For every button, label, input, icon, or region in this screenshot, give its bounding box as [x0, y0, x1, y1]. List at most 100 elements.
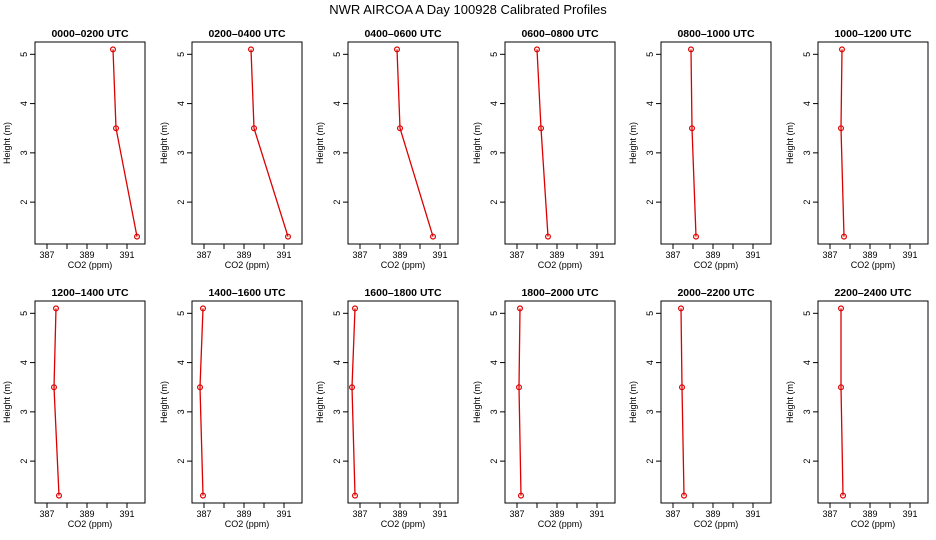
panel-5: 0800–1000 UTC 387 389 391 2 3 4 5 CO2 (ppm) Heigh… — [628, 28, 772, 270]
data-point — [52, 305, 59, 312]
x-tick-label: 389 — [79, 250, 94, 260]
x-tick-label: 389 — [705, 509, 720, 519]
x-tick-label: 391 — [432, 509, 447, 519]
y-axis-label: Height (m) — [2, 122, 12, 164]
x-tick-label: 389 — [862, 509, 877, 519]
x-axis-label: CO2 (ppm) — [225, 260, 270, 270]
y-axis-label: Height (m) — [315, 122, 325, 164]
panel-10: 1800–2000 UTC 387 389 391 2 3 4 5 CO2 (ppm) Heigh… — [472, 287, 616, 529]
x-tick-label: 389 — [705, 250, 720, 260]
data-point — [840, 233, 847, 240]
y-axis-label: Height (m) — [628, 122, 638, 164]
y-tick-label: 4 — [332, 101, 342, 106]
data-point — [517, 492, 524, 499]
data-point — [687, 46, 694, 53]
profile-line — [199, 308, 204, 496]
data-point — [533, 46, 540, 53]
x-tick-label: 387 — [822, 250, 837, 260]
plot-frame — [660, 41, 772, 245]
data-point — [692, 233, 699, 240]
y-tick-label: 2 — [645, 200, 655, 205]
x-tick-label: 391 — [902, 509, 917, 519]
x-tick-label: 391 — [589, 509, 604, 519]
data-point — [515, 384, 522, 391]
y-tick-label: 4 — [802, 360, 812, 365]
panel-title: 1400–1600 UTC — [208, 287, 285, 299]
data-point — [839, 492, 846, 499]
panel-7: 1200–1400 UTC 387 389 391 2 3 4 5 CO2 (ppm) Heigh… — [2, 287, 146, 529]
y-tick-label: 5 — [489, 311, 499, 316]
y-tick-label: 4 — [19, 101, 29, 106]
x-tick-label: 387 — [822, 509, 837, 519]
data-point — [200, 492, 207, 499]
data-point — [349, 384, 356, 391]
x-axis-label: CO2 (ppm) — [68, 260, 113, 270]
x-tick-label: 387 — [665, 250, 680, 260]
data-point — [197, 384, 204, 391]
data-point — [112, 125, 119, 132]
panel-8: 1400–1600 UTC 387 389 391 2 3 4 5 CO2 (ppm) Heigh… — [159, 287, 303, 529]
y-tick-label: 4 — [802, 101, 812, 106]
x-tick-label: 391 — [745, 250, 760, 260]
data-point — [109, 46, 116, 53]
plot-frame — [191, 300, 303, 504]
data-point — [134, 233, 141, 240]
y-axis-label: Height (m) — [628, 381, 638, 423]
y-tick-label: 2 — [176, 200, 186, 205]
x-tick-label: 389 — [392, 250, 407, 260]
panel-title: 0800–1000 UTC — [677, 28, 754, 40]
profile-line — [396, 49, 434, 237]
x-tick-label: 389 — [236, 509, 251, 519]
panel-title: 1800–2000 UTC — [521, 287, 598, 299]
x-tick-label: 391 — [745, 509, 760, 519]
y-tick-label: 3 — [332, 409, 342, 414]
data-point — [200, 305, 207, 312]
y-tick-label: 2 — [645, 459, 655, 464]
x-axis-label: CO2 (ppm) — [68, 519, 113, 529]
plot-frame — [504, 300, 616, 504]
y-axis-label: Height (m) — [2, 381, 12, 423]
y-tick-label: 3 — [802, 150, 812, 155]
profile-line — [518, 308, 522, 496]
data-point — [838, 46, 845, 53]
x-tick-label: 387 — [352, 250, 367, 260]
y-tick-label: 5 — [802, 52, 812, 57]
y-tick-label: 3 — [645, 409, 655, 414]
y-tick-label: 5 — [19, 311, 29, 316]
plot-frame — [660, 300, 772, 504]
y-tick-label: 4 — [176, 360, 186, 365]
data-point — [680, 492, 687, 499]
panel-title: 0600–0800 UTC — [521, 28, 598, 40]
x-axis-label: CO2 (ppm) — [538, 519, 583, 529]
x-axis-label: CO2 (ppm) — [381, 260, 426, 270]
y-tick-label: 5 — [645, 311, 655, 316]
x-tick-label: 391 — [276, 509, 291, 519]
panel-title: 2000–2200 UTC — [677, 287, 754, 299]
data-point — [248, 46, 255, 53]
x-axis-label: CO2 (ppm) — [225, 519, 270, 529]
x-tick-label: 387 — [39, 250, 54, 260]
x-tick-label: 389 — [236, 250, 251, 260]
x-tick-label: 391 — [276, 250, 291, 260]
y-tick-label: 4 — [19, 360, 29, 365]
data-point — [352, 492, 359, 499]
y-tick-label: 3 — [645, 150, 655, 155]
data-point — [837, 384, 844, 391]
y-tick-label: 4 — [176, 101, 186, 106]
y-tick-label: 2 — [19, 200, 29, 205]
panel-title: 1200–1400 UTC — [51, 287, 128, 299]
y-tick-label: 3 — [332, 150, 342, 155]
data-point — [397, 125, 404, 132]
x-tick-label: 391 — [432, 250, 447, 260]
data-point — [837, 305, 844, 312]
x-tick-label: 387 — [196, 509, 211, 519]
plot-frame — [34, 300, 146, 504]
y-tick-label: 2 — [332, 200, 342, 205]
profile-line — [351, 308, 356, 496]
y-tick-label: 5 — [176, 52, 186, 57]
x-tick-label: 391 — [119, 250, 134, 260]
panel-title: 1000–1200 UTC — [834, 28, 911, 40]
plot-frame — [817, 41, 929, 245]
x-tick-label: 387 — [665, 509, 680, 519]
